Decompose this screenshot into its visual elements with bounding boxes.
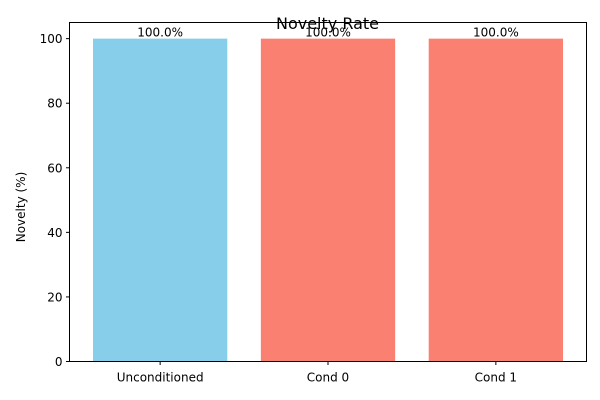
plot-frame — [69, 22, 587, 362]
y-axis-label: Novelty (%) — [14, 172, 28, 243]
y-tick-label-2: 40 — [47, 226, 62, 240]
y-tick-label-0: 0 — [55, 355, 63, 369]
y-tick-label-4: 80 — [47, 97, 62, 111]
x-tick-label-0: Unconditioned — [117, 371, 204, 385]
y-tick-label-1: 20 — [47, 290, 62, 304]
y-tick-label-3: 60 — [47, 161, 62, 175]
x-tick-label-1: Cond 0 — [307, 371, 349, 385]
y-tick-label-5: 100 — [40, 32, 63, 46]
bar-0 — [93, 38, 228, 362]
bar-2 — [428, 38, 563, 362]
data-labels-group: 100.0% 100.0% 100.0% — [137, 26, 518, 40]
bar-value-label-2: 100.0% — [473, 26, 519, 40]
bar-1 — [260, 38, 396, 362]
y-axis: 0 20 40 60 80 100 — [40, 32, 70, 369]
bar-value-label-0: 100.0% — [137, 26, 183, 40]
x-axis: Unconditioned Cond 0 Cond 1 — [117, 361, 517, 385]
chart-title: Novelty Rate — [276, 14, 379, 33]
bar-value-label-1: 100.0% — [305, 26, 351, 40]
x-tick-label-2: Cond 1 — [475, 371, 517, 385]
bars-group — [93, 38, 563, 362]
